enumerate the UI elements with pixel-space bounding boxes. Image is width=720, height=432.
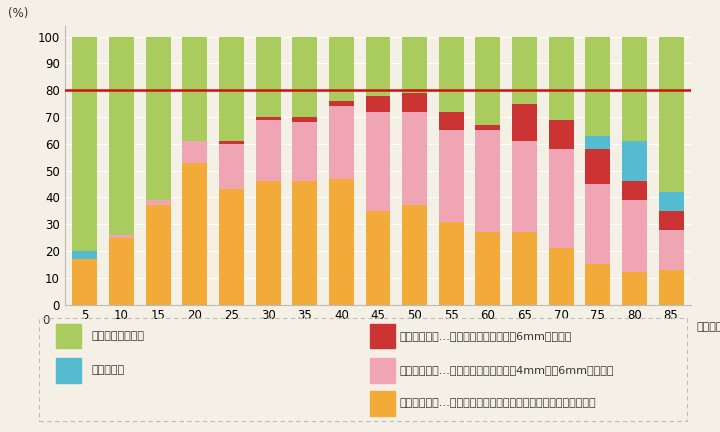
Bar xyxy=(55,324,81,348)
Bar xyxy=(585,264,611,305)
Bar xyxy=(370,358,395,383)
Bar xyxy=(659,211,683,229)
Bar xyxy=(73,259,97,305)
Text: (%): (%) xyxy=(9,7,29,20)
Bar xyxy=(182,37,207,141)
Bar xyxy=(73,251,97,259)
Bar xyxy=(256,117,281,120)
Bar xyxy=(659,270,683,305)
Text: 歯がない方: 歯がない方 xyxy=(91,365,125,375)
Bar xyxy=(145,37,171,200)
Bar xyxy=(182,162,207,305)
Bar xyxy=(622,141,647,181)
Bar xyxy=(549,37,574,120)
Bar xyxy=(219,144,244,189)
Bar xyxy=(402,111,427,206)
Bar xyxy=(256,181,281,305)
Bar xyxy=(292,117,318,122)
Text: 重度の歯周病…歯周ポケットの深さが6mm以上の方: 重度の歯周病…歯周ポケットの深さが6mm以上の方 xyxy=(400,331,572,341)
Bar xyxy=(145,206,171,305)
Bar xyxy=(438,222,464,305)
Bar xyxy=(182,141,207,162)
Bar xyxy=(475,130,500,232)
Bar xyxy=(366,95,390,111)
Bar xyxy=(622,37,647,141)
Bar xyxy=(622,200,647,273)
Text: （年齢）: （年齢） xyxy=(697,322,720,332)
Bar xyxy=(512,37,537,104)
Bar xyxy=(475,232,500,305)
Bar xyxy=(659,37,683,192)
Bar xyxy=(438,111,464,130)
Bar xyxy=(366,211,390,305)
Bar xyxy=(370,391,395,416)
Bar xyxy=(329,101,354,106)
Bar xyxy=(585,136,611,149)
Text: 中度の歯周病…歯周ポケットの深さが4mm以上6mm未満の方: 中度の歯周病…歯周ポケットの深さが4mm以上6mm未満の方 xyxy=(400,365,614,375)
Bar xyxy=(55,358,81,383)
Bar xyxy=(549,149,574,248)
Bar xyxy=(219,189,244,305)
Bar xyxy=(622,181,647,200)
Bar xyxy=(370,324,395,348)
Bar xyxy=(659,192,683,211)
Bar xyxy=(512,232,537,305)
Bar xyxy=(475,37,500,125)
Bar xyxy=(402,93,427,111)
Bar xyxy=(292,122,318,181)
Bar xyxy=(256,120,281,181)
Bar xyxy=(219,37,244,141)
Bar xyxy=(585,37,611,136)
Bar xyxy=(109,235,134,238)
Bar xyxy=(329,37,354,101)
Bar xyxy=(512,141,537,232)
Bar xyxy=(438,130,464,222)
Text: 0: 0 xyxy=(42,314,49,327)
Text: 軽度の歯周病…歯周炎の方、プロービング後に出血が見られる方: 軽度の歯周病…歯周炎の方、プロービング後に出血が見られる方 xyxy=(400,398,596,409)
Bar xyxy=(329,179,354,305)
Bar xyxy=(438,37,464,111)
Bar xyxy=(109,37,134,235)
Bar xyxy=(292,181,318,305)
Bar xyxy=(366,37,390,95)
Bar xyxy=(292,37,318,117)
Bar xyxy=(549,248,574,305)
Bar xyxy=(549,120,574,149)
Bar xyxy=(402,37,427,93)
Bar xyxy=(219,141,244,144)
Bar xyxy=(622,273,647,305)
Bar xyxy=(73,37,97,251)
Bar xyxy=(402,206,427,305)
Bar xyxy=(659,229,683,270)
Text: 歯周病ではない方: 歯周病ではない方 xyxy=(91,331,145,341)
Bar xyxy=(145,200,171,206)
Bar xyxy=(256,37,281,117)
Bar xyxy=(109,238,134,305)
Bar xyxy=(475,125,500,130)
Bar xyxy=(585,184,611,264)
Bar xyxy=(366,111,390,211)
Bar xyxy=(512,104,537,141)
Bar xyxy=(585,149,611,184)
Bar xyxy=(329,106,354,179)
